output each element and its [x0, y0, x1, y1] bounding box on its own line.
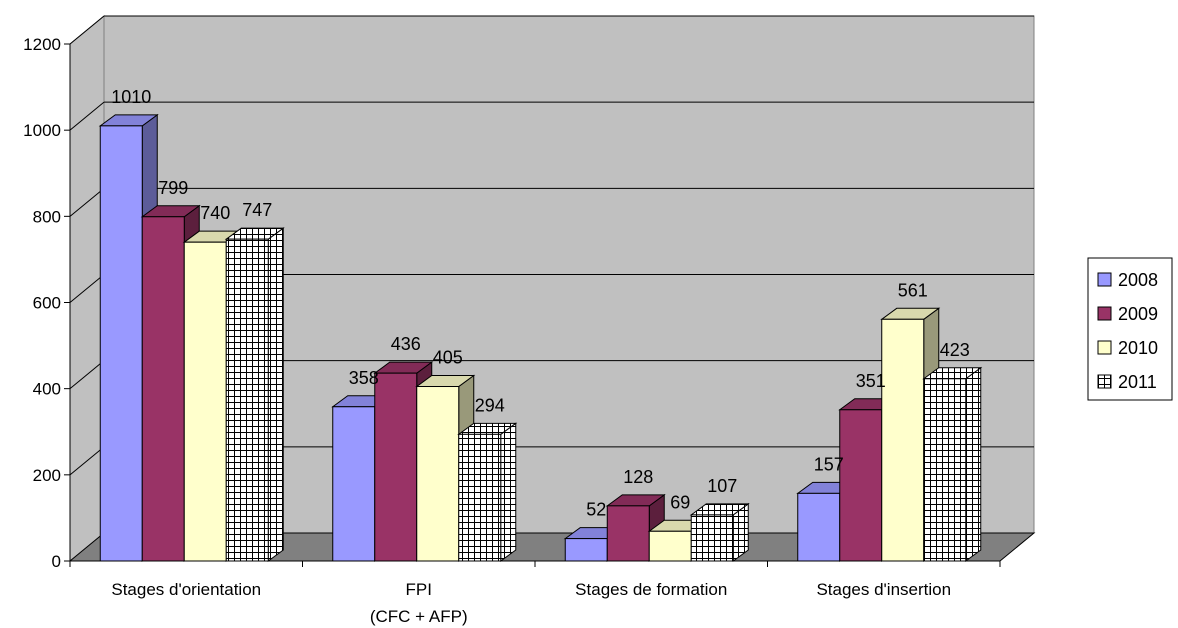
bar: [374, 372, 418, 562]
bar: [225, 238, 269, 562]
data-label: 69: [670, 492, 690, 512]
gridline-side: [69, 101, 105, 131]
gridline-side: [69, 360, 105, 390]
x-tick-label: Stages d'insertion: [816, 580, 951, 599]
data-label: 128: [623, 467, 653, 487]
x-axis: Stages d'orientation FPI (CFC + AFP) Stages…: [69, 560, 1001, 626]
gridline-side: [69, 15, 105, 45]
bar: [797, 492, 841, 562]
bar-side: [965, 366, 982, 562]
bar: [416, 386, 460, 562]
bar-side: [500, 422, 517, 562]
x-tick-label-line: Stages d'orientation: [111, 580, 261, 599]
data-label: 351: [856, 371, 886, 391]
data-label: 740: [200, 203, 230, 223]
data-label: 561: [898, 280, 928, 300]
bar: [332, 406, 376, 562]
y-tick-label: 0: [52, 552, 61, 571]
bar: [839, 409, 883, 562]
bar: [141, 216, 185, 562]
data-label: 405: [433, 348, 463, 368]
y-tick-label: 1000: [23, 121, 61, 140]
bar: [606, 505, 650, 562]
bar-side: [267, 227, 284, 562]
gridline-side: [69, 446, 105, 476]
data-label: 157: [814, 454, 844, 474]
bar: [458, 433, 502, 562]
gridline-side: [69, 274, 105, 303]
x-tick-label-line: (CFC + AFP): [370, 607, 468, 626]
data-label: 1010: [111, 87, 151, 107]
data-label: 436: [391, 334, 421, 354]
legend-swatch: [1097, 306, 1112, 321]
x-tick-label-line: Stages de formation: [575, 580, 727, 599]
data-labels: 1010 799 740 747 358 436 405 294 52 128 69 107 157 35…: [111, 87, 970, 520]
data-label: 423: [940, 340, 970, 360]
bar: [923, 378, 967, 562]
data-label: 107: [707, 476, 737, 496]
bars: [98, 113, 983, 562]
y-tick-label: 1200: [23, 35, 61, 54]
legend-label: 2009: [1118, 304, 1158, 324]
bar: [564, 538, 608, 562]
legend: 2008 2009 2010 2011: [1087, 257, 1173, 401]
gridline-side: [69, 187, 105, 217]
bar: [183, 241, 227, 562]
x-tick-label: Stages de formation: [575, 580, 727, 599]
x-tick-label: FPI (CFC + AFP): [370, 580, 468, 626]
x-tick-label-line: FPI: [406, 580, 432, 599]
legend-label: 2011: [1118, 372, 1157, 392]
legend-label: 2010: [1118, 338, 1158, 358]
x-tick-label: Stages d'orientation: [111, 580, 261, 599]
data-label: 799: [158, 178, 188, 198]
data-label: 747: [242, 200, 272, 220]
y-tick-label: 600: [33, 294, 61, 313]
legend-swatch: [1097, 374, 1112, 389]
y-tick-label: 200: [33, 466, 61, 485]
data-label: 294: [475, 395, 505, 415]
data-label: 52: [586, 500, 606, 520]
y-tick-label: 800: [33, 207, 61, 226]
legend-swatch: [1097, 340, 1112, 355]
legend-swatch: [1097, 272, 1112, 287]
x-tick-label-line: Stages d'insertion: [816, 580, 951, 599]
legend-label: 2008: [1118, 270, 1158, 290]
bar: [690, 514, 734, 562]
y-tick-label: 400: [33, 380, 61, 399]
bar: [99, 125, 143, 562]
bar: [648, 530, 692, 562]
data-label: 358: [349, 368, 379, 388]
bar: [881, 318, 925, 562]
y-axis: 0 200 400 600 800 1000 1200: [23, 35, 71, 571]
